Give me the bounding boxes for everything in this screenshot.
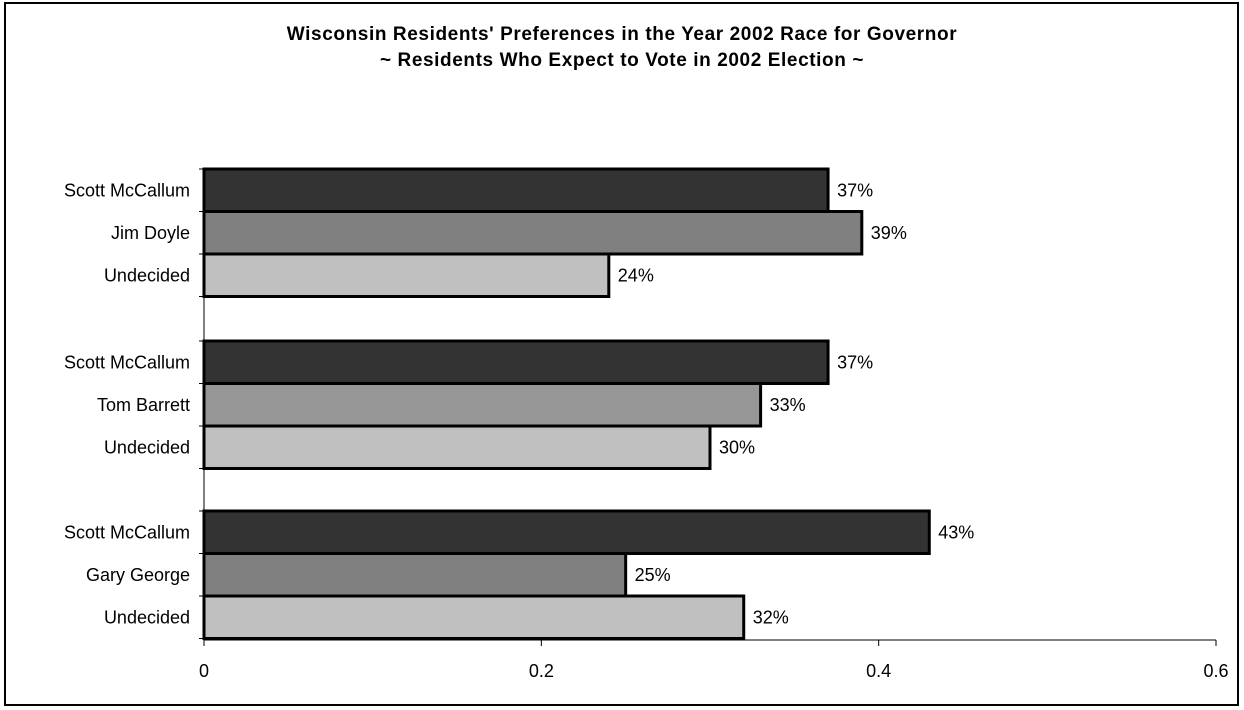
x-tick-label: 0.4 xyxy=(866,661,891,681)
category-label: Scott McCallum xyxy=(64,352,190,372)
data-label: 24% xyxy=(618,265,654,285)
bar xyxy=(202,339,830,385)
bar xyxy=(202,552,628,598)
bar xyxy=(202,424,712,470)
data-label: 37% xyxy=(837,180,873,200)
data-label: 25% xyxy=(635,565,671,585)
chart-title-line1: Wisconsin Residents' Preferences in the … xyxy=(286,24,958,45)
x-tick-label: 0.6 xyxy=(1203,661,1228,681)
data-label: 39% xyxy=(871,223,907,243)
category-label: Tom Barrett xyxy=(97,395,190,415)
bar xyxy=(202,252,611,298)
chart-title: Wisconsin Residents' Preferences in the … xyxy=(0,22,1244,74)
bar xyxy=(202,509,931,555)
bar xyxy=(202,210,864,256)
data-label: 30% xyxy=(719,437,755,457)
data-label: 33% xyxy=(770,395,806,415)
bar xyxy=(202,382,763,428)
category-label: Scott McCallum xyxy=(64,522,190,542)
category-label: Undecided xyxy=(104,265,190,285)
category-label: Jim Doyle xyxy=(111,223,190,243)
category-label: Undecided xyxy=(104,607,190,627)
category-label: Undecided xyxy=(104,437,190,457)
x-tick-label: 0 xyxy=(199,661,209,681)
x-tick-label: 0.2 xyxy=(529,661,554,681)
data-label: 37% xyxy=(837,352,873,372)
bar xyxy=(202,594,746,640)
category-label: Gary George xyxy=(86,565,190,585)
category-label: Scott McCallum xyxy=(64,180,190,200)
data-label: 43% xyxy=(938,522,974,542)
data-label: 32% xyxy=(753,607,789,627)
chart-title-line2: ~ Residents Who Expect to Vote in 2002 E… xyxy=(379,50,865,71)
bar xyxy=(202,167,830,213)
